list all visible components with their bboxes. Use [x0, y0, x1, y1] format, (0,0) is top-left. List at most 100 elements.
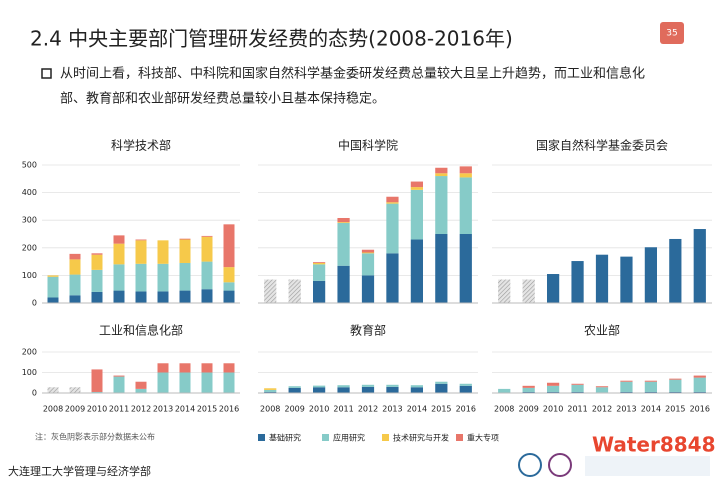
bar-segment [337, 387, 350, 393]
bar-segment [288, 387, 301, 393]
bar-segment [386, 384, 399, 387]
legend-label: 重大专项 [467, 433, 499, 443]
y-tick-label: 200 [22, 348, 37, 357]
bar-segment [201, 235, 213, 237]
bar-segment [135, 291, 147, 303]
bar-segment [361, 249, 375, 253]
bar-segment [595, 386, 609, 388]
y-tick-label: 300 [22, 216, 37, 225]
bar-segment [410, 187, 423, 190]
x-tick-label: 2014 [407, 405, 427, 414]
chart-title: 农业部 [584, 323, 620, 338]
bar-segment [669, 391, 682, 393]
bar-segment [386, 202, 399, 204]
bar-segment [157, 363, 169, 373]
x-tick-label: 2008 [43, 405, 63, 414]
bar-segment [547, 382, 560, 386]
bar-segment [547, 391, 560, 393]
bar-segment [522, 387, 535, 392]
bar-segment [620, 380, 633, 382]
bar-segment [693, 375, 706, 378]
y-tick-label: 0 [32, 389, 37, 398]
bar-segment [157, 263, 169, 292]
legend-swatch [322, 434, 329, 441]
legend-label: 基础研究 [269, 433, 301, 443]
legend-label: 应用研究 [333, 433, 365, 443]
x-tick-label: 2008 [260, 405, 280, 414]
bar-segment [693, 377, 706, 392]
bar-segment [644, 380, 657, 382]
legend-swatch [258, 434, 265, 441]
note: 注：灰色阴影表示部分数据未公布 [35, 432, 155, 442]
bar-segment [223, 363, 235, 373]
bar-segment [571, 391, 584, 393]
bar-segment [498, 388, 511, 393]
legend-label: 技术研究与开发 [393, 433, 449, 443]
bar-segment [571, 384, 584, 392]
bar-segment [361, 275, 375, 303]
bar-segment [693, 391, 706, 393]
chart-title: 中国科学院 [338, 138, 398, 153]
bar-segment [595, 387, 609, 393]
bar-segment [644, 391, 657, 393]
bar-segment [435, 383, 448, 393]
bar-segment [223, 224, 235, 268]
bar-segment [135, 263, 147, 292]
bar-segment [337, 222, 350, 223]
bar-segment [91, 291, 103, 303]
x-tick-label: 2014 [641, 405, 661, 414]
x-tick-label: 2012 [131, 405, 151, 414]
bar-segment [620, 256, 633, 303]
bar-segment [113, 376, 125, 393]
bar-segment [571, 383, 584, 385]
bar-segment [69, 259, 81, 275]
bar-segment [522, 391, 535, 393]
bar-segment [113, 375, 125, 377]
x-tick-label: 2010 [87, 405, 107, 414]
x-tick-label: 2012 [358, 405, 378, 414]
bar-segment [91, 391, 103, 393]
bar-segment [288, 386, 301, 388]
bar-segment [91, 253, 103, 255]
bar-segment [223, 282, 235, 291]
unpublished-bar [522, 279, 535, 303]
bar-segment [157, 291, 169, 303]
bar-segment [435, 176, 448, 234]
bar-segment [313, 262, 326, 265]
bar-segment [410, 181, 423, 188]
bar-segment [135, 388, 147, 393]
bullet-icon [41, 68, 52, 79]
x-tick-label: 2009 [284, 405, 304, 414]
slide-title: 2.4 中央主要部门管理研发经费的态势(2008-2016年) [30, 27, 513, 51]
bar-segment [620, 381, 633, 392]
x-tick-label: 2013 [153, 405, 173, 414]
x-tick-label: 2016 [690, 405, 710, 414]
bar-segment [223, 290, 235, 303]
bar-segment [459, 383, 472, 386]
bar-segment [571, 261, 584, 303]
y-tick-label: 100 [22, 271, 37, 280]
bar-segment [157, 372, 169, 393]
bar-segment [361, 384, 375, 387]
x-tick-label: 2011 [567, 405, 587, 414]
unpublished-bar [498, 279, 511, 303]
bar-segment [113, 243, 125, 265]
bar-segment [410, 387, 423, 393]
bar-segment [47, 297, 59, 303]
bar-segment [179, 262, 191, 291]
bar-segment [669, 378, 682, 380]
bar-segment [47, 275, 59, 277]
x-tick-label: 2014 [175, 405, 195, 414]
legend-swatch [456, 434, 463, 441]
bar-segment [410, 239, 423, 303]
bullet-line: 从时间上看，科技部、中科院和国家自然科学基金委研发经费总量较大且呈上升趋势，而工… [60, 66, 645, 82]
bar-segment [69, 295, 81, 303]
logo [518, 453, 542, 477]
bar-segment [113, 235, 125, 244]
bar-segment [91, 369, 103, 392]
x-tick-label: 2012 [592, 405, 612, 414]
bar-segment [386, 253, 399, 303]
legend-swatch [382, 434, 389, 441]
bar-segment [693, 229, 706, 303]
bar-segment [201, 289, 213, 303]
